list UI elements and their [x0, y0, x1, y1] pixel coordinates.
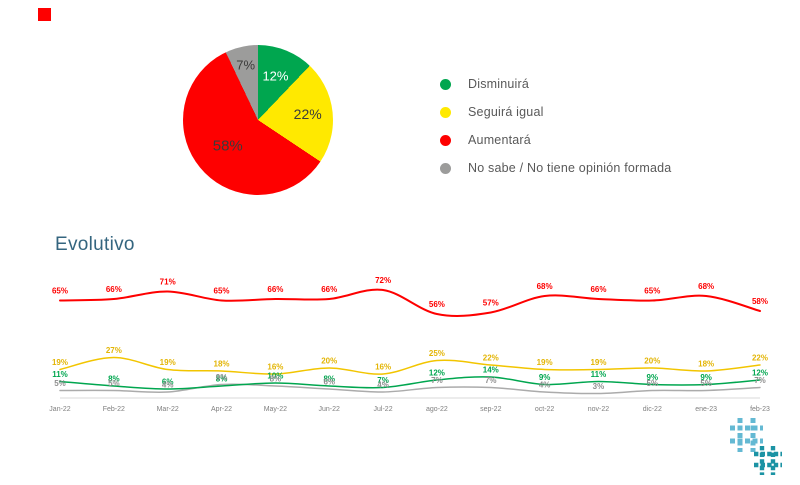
x-axis-label: Mar-22 [157, 406, 179, 413]
point-value-label: 65% [644, 287, 660, 296]
x-axis-label: Jan-22 [49, 406, 71, 413]
point-value-label: 8% [323, 375, 335, 384]
x-axis-label: nov-22 [588, 406, 610, 413]
red-square-logo-icon [38, 8, 51, 21]
point-value-label: 6% [323, 378, 335, 387]
point-value-label: 56% [429, 300, 445, 309]
x-axis-label: Jul-22 [374, 406, 393, 413]
point-value-label: 11% [52, 370, 68, 379]
legend-dot [440, 78, 451, 90]
pie-value-label: 7% [236, 57, 256, 73]
point-value-label: 66% [590, 285, 606, 294]
x-axis-label: dic-22 [643, 406, 662, 413]
point-value-label: 68% [698, 282, 714, 291]
point-value-label: 9% [700, 373, 712, 382]
point-value-label: 27% [106, 346, 122, 355]
point-value-label: 19% [52, 358, 68, 367]
legend-dot [440, 106, 451, 118]
series-line [59, 376, 761, 390]
point-value-label: 7% [754, 376, 766, 385]
point-value-label: 7% [431, 376, 443, 385]
pie-value-label: 22% [293, 106, 322, 123]
hash-logo-svg [730, 418, 782, 475]
point-value-label: 18% [214, 360, 230, 369]
point-value-label: 57% [483, 299, 499, 308]
legend-item: Seguirá igual [440, 98, 671, 126]
point-value-label: 58% [752, 297, 768, 306]
x-axis-label: Apr-22 [211, 406, 232, 413]
legend-item: Disminuirá [440, 70, 671, 98]
legend-item: Aumentará [440, 126, 671, 154]
point-value-label: 8% [216, 375, 228, 384]
point-value-label: 4% [539, 381, 551, 390]
point-value-label: 22% [752, 354, 768, 363]
point-value-label: 22% [483, 354, 499, 363]
point-value-label: 5% [108, 379, 120, 388]
point-value-label: 5% [54, 379, 66, 388]
point-value-label: 25% [429, 349, 445, 358]
x-axis-label: ago-22 [426, 406, 448, 413]
section-title: Evolutivo [55, 234, 135, 255]
point-value-label: 3% [593, 382, 605, 391]
point-value-label: 4% [377, 381, 389, 390]
point-value-label: 65% [52, 287, 68, 296]
point-value-label: 71% [160, 278, 176, 287]
x-axis-label: May-22 [264, 406, 287, 413]
legend-item: No sabe / No tiene opinión formada [440, 154, 671, 182]
legend-label: No sabe / No tiene opinión formada [468, 161, 672, 175]
point-value-label: 10% [267, 372, 283, 381]
point-value-label: 72% [375, 276, 391, 285]
point-value-label: 16% [375, 363, 391, 372]
legend-label: Disminuirá [468, 77, 530, 91]
point-value-label: 6% [162, 378, 174, 387]
pie-legend: Disminuirá Seguirá igual Aumentará No sa… [440, 70, 671, 182]
point-value-label: 19% [537, 358, 553, 367]
point-value-label: 9% [539, 373, 551, 382]
series-line [59, 383, 761, 395]
pie-value-label: 58% [212, 137, 243, 155]
point-value-label: 7% [377, 376, 389, 385]
point-value-label: 9% [647, 373, 659, 382]
point-value-label: 20% [644, 357, 660, 366]
pie-graphic: 12% 22% 58% 7% [183, 45, 333, 195]
point-value-label: 12% [752, 369, 768, 378]
series-line [59, 288, 761, 317]
point-value-label: 18% [698, 360, 714, 369]
point-value-label: 5% [647, 379, 659, 388]
x-axis-label: feb-23 [750, 406, 770, 413]
point-value-label: 68% [537, 282, 553, 291]
point-value-label: 66% [321, 285, 337, 294]
point-value-label: 7% [485, 376, 497, 385]
point-value-label: 8% [108, 375, 120, 384]
x-axis-label: oct-22 [535, 406, 555, 413]
x-axis-label: Jun-22 [319, 406, 341, 413]
legend-label: Seguirá igual [468, 105, 544, 119]
legend-dot [440, 162, 451, 174]
evolution-line-chart: Jan-22 Feb-22 Mar-22 Apr-22 May-22 Jun-22 Jul-… [49, 276, 770, 413]
point-value-label: 19% [160, 358, 176, 367]
point-value-label: 8% [270, 375, 282, 384]
point-value-label: 5% [700, 379, 712, 388]
x-axis-label: ene-23 [695, 406, 717, 413]
x-axis-label: sep-22 [480, 406, 502, 413]
point-value-label: 4% [162, 381, 174, 390]
point-value-label: 66% [106, 285, 122, 294]
point-value-label: 19% [590, 358, 606, 367]
point-value-label: 65% [214, 287, 230, 296]
legend-label: Aumentará [468, 133, 531, 147]
point-value-label: 11% [591, 370, 607, 379]
series-line [59, 356, 761, 375]
point-value-label: 14% [483, 366, 499, 375]
legend-dot [440, 134, 451, 146]
point-value-label: 9% [216, 373, 228, 382]
x-axis-label: Feb-22 [103, 406, 125, 413]
point-value-label: 16% [267, 363, 283, 372]
point-value-label: 12% [429, 369, 445, 378]
pie-value-label: 12% [262, 68, 289, 84]
point-value-label: 20% [321, 357, 337, 366]
hash-pattern-logo-icon [730, 418, 784, 481]
point-value-label: 66% [267, 285, 283, 294]
